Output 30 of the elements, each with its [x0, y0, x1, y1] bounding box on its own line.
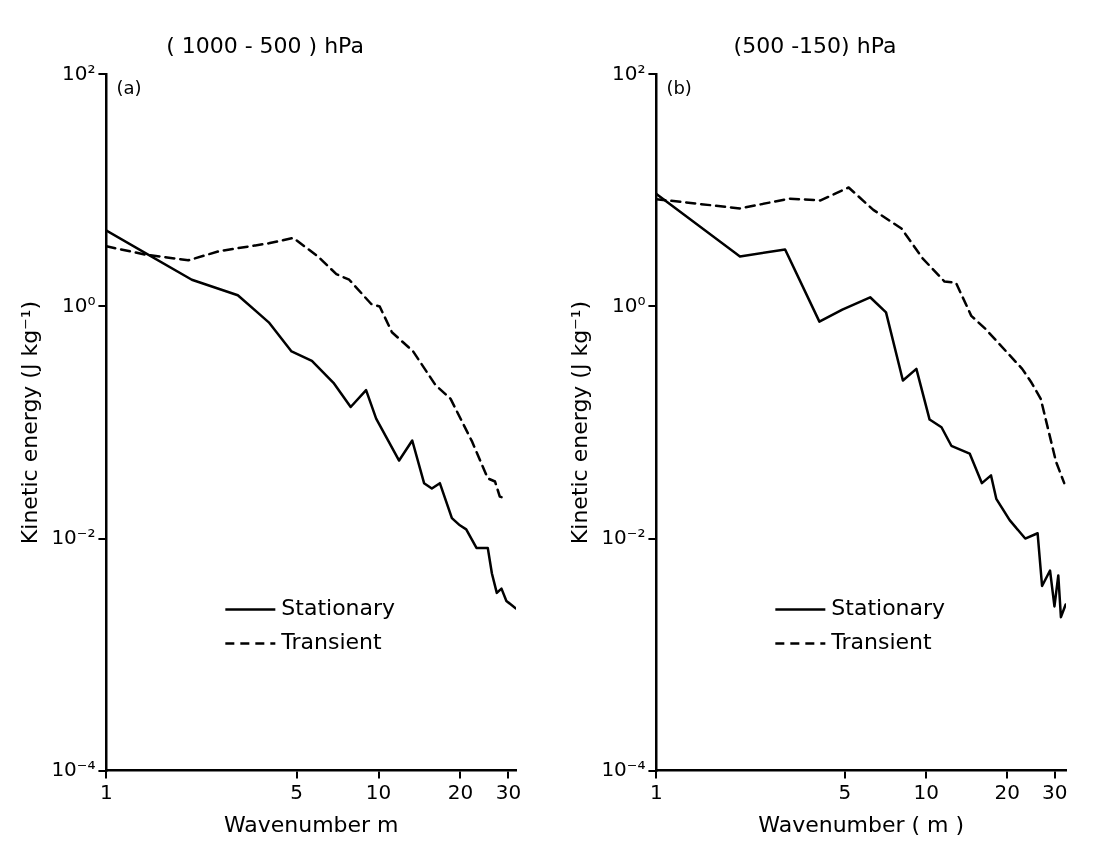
chart-title: (500 -150) hPa [733, 32, 897, 58]
x-tick-label: 20 [447, 779, 474, 804]
x-axis-title: Wavenumber ( m ) [758, 811, 965, 837]
annotation: (a) [116, 77, 142, 99]
y-tick-label: 10² [61, 60, 96, 85]
x-tick-label: 10 [365, 779, 392, 804]
legend-label: Stationary [281, 595, 396, 621]
y-tick-label: 10⁰ [61, 292, 96, 317]
x-tick-label: 1 [650, 779, 663, 804]
x-axis-title: Wavenumber m [223, 811, 399, 837]
y-tick-label: 10⁻² [601, 524, 646, 549]
y-tick-label: 10⁻⁴ [51, 756, 96, 781]
x-tick-label: 1 [100, 779, 113, 804]
y-axis-title: Kinetic energy (J kg⁻¹) [16, 300, 42, 545]
y-tick-label: 10⁻² [51, 524, 96, 549]
x-tick-label: 20 [994, 779, 1021, 804]
legend-label: Stationary [831, 595, 946, 621]
x-tick-label: 10 [913, 779, 939, 804]
y-tick-label: 10⁰ [611, 292, 646, 317]
y-tick-label: 10⁻⁴ [601, 756, 646, 781]
y-axis-title: Kinetic energy (J kg⁻¹) [566, 300, 592, 545]
chart-title: ( 1000 - 500 ) hPa [166, 32, 364, 58]
legend-label: Transient [830, 629, 933, 655]
y-tick-label: 10² [611, 60, 646, 85]
x-tick-label: 5 [838, 779, 852, 804]
annotation: (b) [666, 77, 692, 99]
x-tick-label: 30 [495, 779, 522, 804]
x-tick-label: 5 [290, 779, 303, 804]
legend-label: Transient [280, 629, 383, 655]
x-tick-label: 30 [1042, 779, 1068, 804]
